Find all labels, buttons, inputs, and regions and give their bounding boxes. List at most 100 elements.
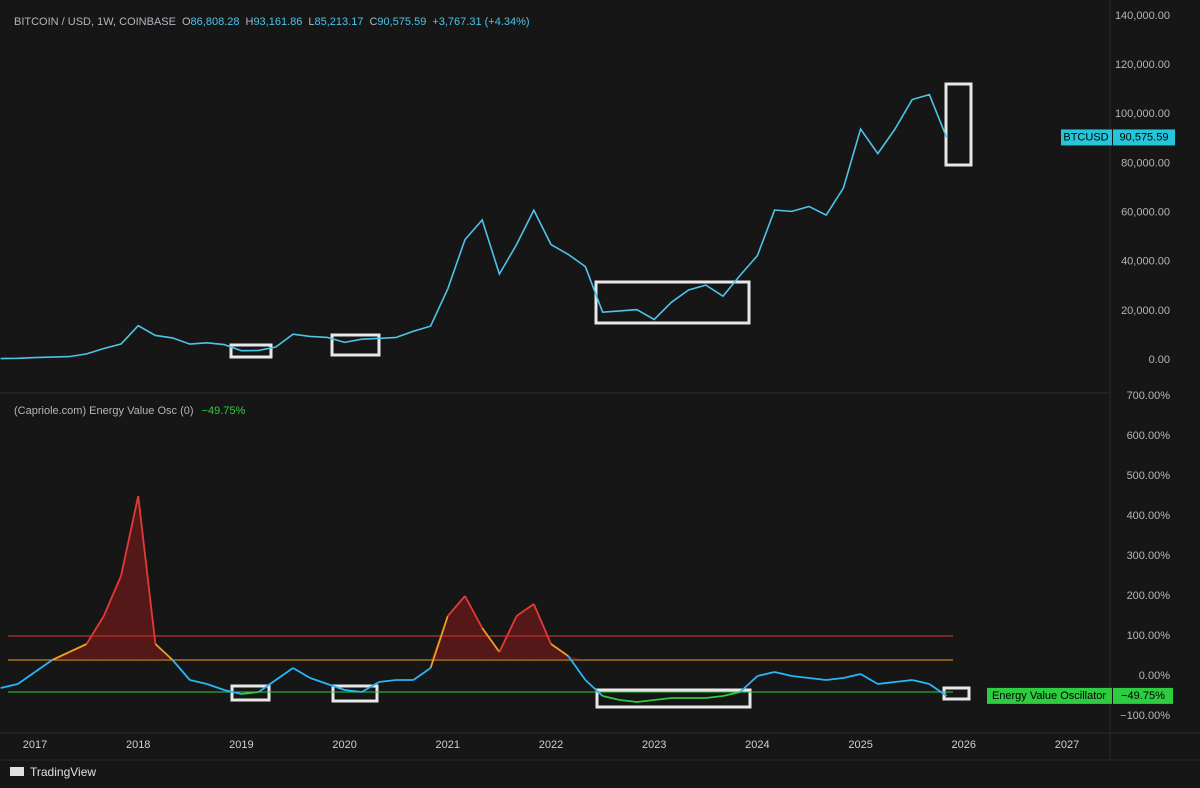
oscillator-segment xyxy=(327,683,345,691)
oscillator-segment xyxy=(860,673,879,685)
oscillator-segment xyxy=(309,677,328,685)
oscillator-segment xyxy=(275,667,294,681)
oscillator-segment xyxy=(171,659,191,681)
oscillator-segment xyxy=(877,681,896,685)
oscillator-segment xyxy=(774,671,793,677)
overbought-fill xyxy=(533,604,551,660)
highlight-box xyxy=(330,333,381,357)
oscillator-segment xyxy=(843,673,861,679)
x-tick-label: 2025 xyxy=(848,739,872,751)
y-tick-label: 40,000.00 xyxy=(1121,256,1170,268)
oscillator-segment xyxy=(516,603,535,617)
y-tick-label: 0.00% xyxy=(1139,670,1170,682)
oscillator-segment xyxy=(0,683,19,689)
symbol: BITCOIN / USD, 1W, COINBASE O86,808.28 H93… xyxy=(14,16,530,28)
y-tick-label: 700.00% xyxy=(1127,390,1171,402)
ohlc-close: 90,575.59 xyxy=(377,16,426,28)
osc-tag-name-bg xyxy=(987,687,1112,704)
oscillator-segment xyxy=(258,679,277,693)
oscillator-segment xyxy=(791,675,810,679)
highlight-box xyxy=(595,688,752,709)
y-tick-label: 500.00% xyxy=(1127,470,1171,482)
oscillator-segment xyxy=(550,643,569,657)
overbought-fill xyxy=(465,596,483,660)
oscillator-segment xyxy=(412,667,432,681)
indicator-title: (Capriole.com) Energy Value Osc (0) −49.7… xyxy=(14,405,245,417)
oscillator-segment xyxy=(102,575,122,617)
oscillator-segment xyxy=(241,691,259,695)
x-tick-label: 2023 xyxy=(642,739,666,751)
oscillator-segment xyxy=(137,495,157,645)
oscillator-segment xyxy=(447,595,466,617)
oscillator-segment xyxy=(464,595,483,629)
oscillator-segment xyxy=(344,689,362,693)
x-tick-label: 2017 xyxy=(23,739,47,751)
oscillator-segment xyxy=(739,675,759,693)
price-tag-value-bg xyxy=(1113,129,1175,146)
brand: TradingView xyxy=(30,765,96,779)
indicator-name: (Capriole.com) Energy Value Osc (0) xyxy=(14,405,194,417)
ohlc-open: 86,808.28 xyxy=(191,16,240,28)
price-legend: BITCOIN / USD, 1W, COINBASE O86,808.28 H93… xyxy=(14,16,530,28)
highlight-box xyxy=(230,684,271,702)
x-tick-label: 2027 xyxy=(1055,739,1079,751)
y-tick-label: 600.00% xyxy=(1127,430,1171,442)
x-tick-label: 2020 xyxy=(332,739,356,751)
y-tick-label: 60,000.00 xyxy=(1121,206,1170,218)
highlight-box xyxy=(944,82,973,167)
overbought-fill xyxy=(69,644,87,660)
y-tick-label: −100.00% xyxy=(1120,710,1170,722)
y-tick-label: 80,000.00 xyxy=(1121,157,1170,169)
ohlc-low: 85,213.17 xyxy=(315,16,364,28)
y-tick-label: 0.00 xyxy=(1149,354,1170,366)
overbought-fill xyxy=(482,628,500,660)
highlight-box xyxy=(331,684,379,703)
ohlc-high: 93,161.86 xyxy=(253,16,302,28)
oscillator-segment xyxy=(69,643,87,653)
x-tick-label: 2021 xyxy=(436,739,460,751)
oscillator-segment xyxy=(894,679,913,683)
x-tick-label: 2019 xyxy=(229,739,253,751)
oscillator-segment xyxy=(120,495,140,577)
y-tick-label: 20,000.00 xyxy=(1121,305,1170,317)
y-tick-label: 100.00% xyxy=(1127,630,1171,642)
osc-tag-value: −49.75% xyxy=(1121,690,1165,702)
oscillator-segment xyxy=(51,651,70,661)
highlight-box xyxy=(229,343,273,359)
oscillator-segment xyxy=(532,603,552,645)
oscillator-segment xyxy=(17,671,36,685)
osc-tag-name: Energy Value Oscillator xyxy=(992,690,1106,702)
oscillator-segment xyxy=(705,695,724,699)
oscillator-segment xyxy=(498,615,518,653)
footer: TradingView xyxy=(10,765,96,779)
oscillator-segment xyxy=(928,683,948,697)
oscillator-segment xyxy=(911,679,930,685)
y-tick-label: 120,000.00 xyxy=(1115,59,1170,71)
oscillator-segment xyxy=(654,697,672,701)
highlight-box xyxy=(594,280,751,325)
logo-mark xyxy=(10,767,24,776)
overbought-fill xyxy=(103,576,121,660)
oscillator-segment xyxy=(223,689,242,695)
oscillator-segment xyxy=(757,671,775,677)
ohlc-change: +3,767.31 (+4.34%) xyxy=(432,16,529,28)
oscillator-segment xyxy=(722,691,741,697)
x-tick-label: 2026 xyxy=(952,739,976,751)
oscillator-segment xyxy=(378,679,397,683)
x-tick-label: 2018 xyxy=(126,739,150,751)
oscillator-segment xyxy=(636,699,655,703)
x-tick-label: 2024 xyxy=(745,739,769,751)
price-tag-name-bg xyxy=(1061,129,1112,146)
overbought-fill xyxy=(121,496,139,660)
oscillator-segment xyxy=(34,659,53,673)
price-tag-value: 90,575.59 xyxy=(1120,131,1169,143)
overbought-fill xyxy=(86,616,104,660)
oscillator-segment xyxy=(826,677,844,681)
ohlc-o: O xyxy=(182,16,191,28)
oscillator-segment xyxy=(567,655,587,681)
y-tick-label: 300.00% xyxy=(1127,550,1171,562)
oscillator-segment xyxy=(85,615,105,645)
indicator-value: −49.75% xyxy=(202,405,246,417)
oscillator-segment xyxy=(206,683,225,691)
